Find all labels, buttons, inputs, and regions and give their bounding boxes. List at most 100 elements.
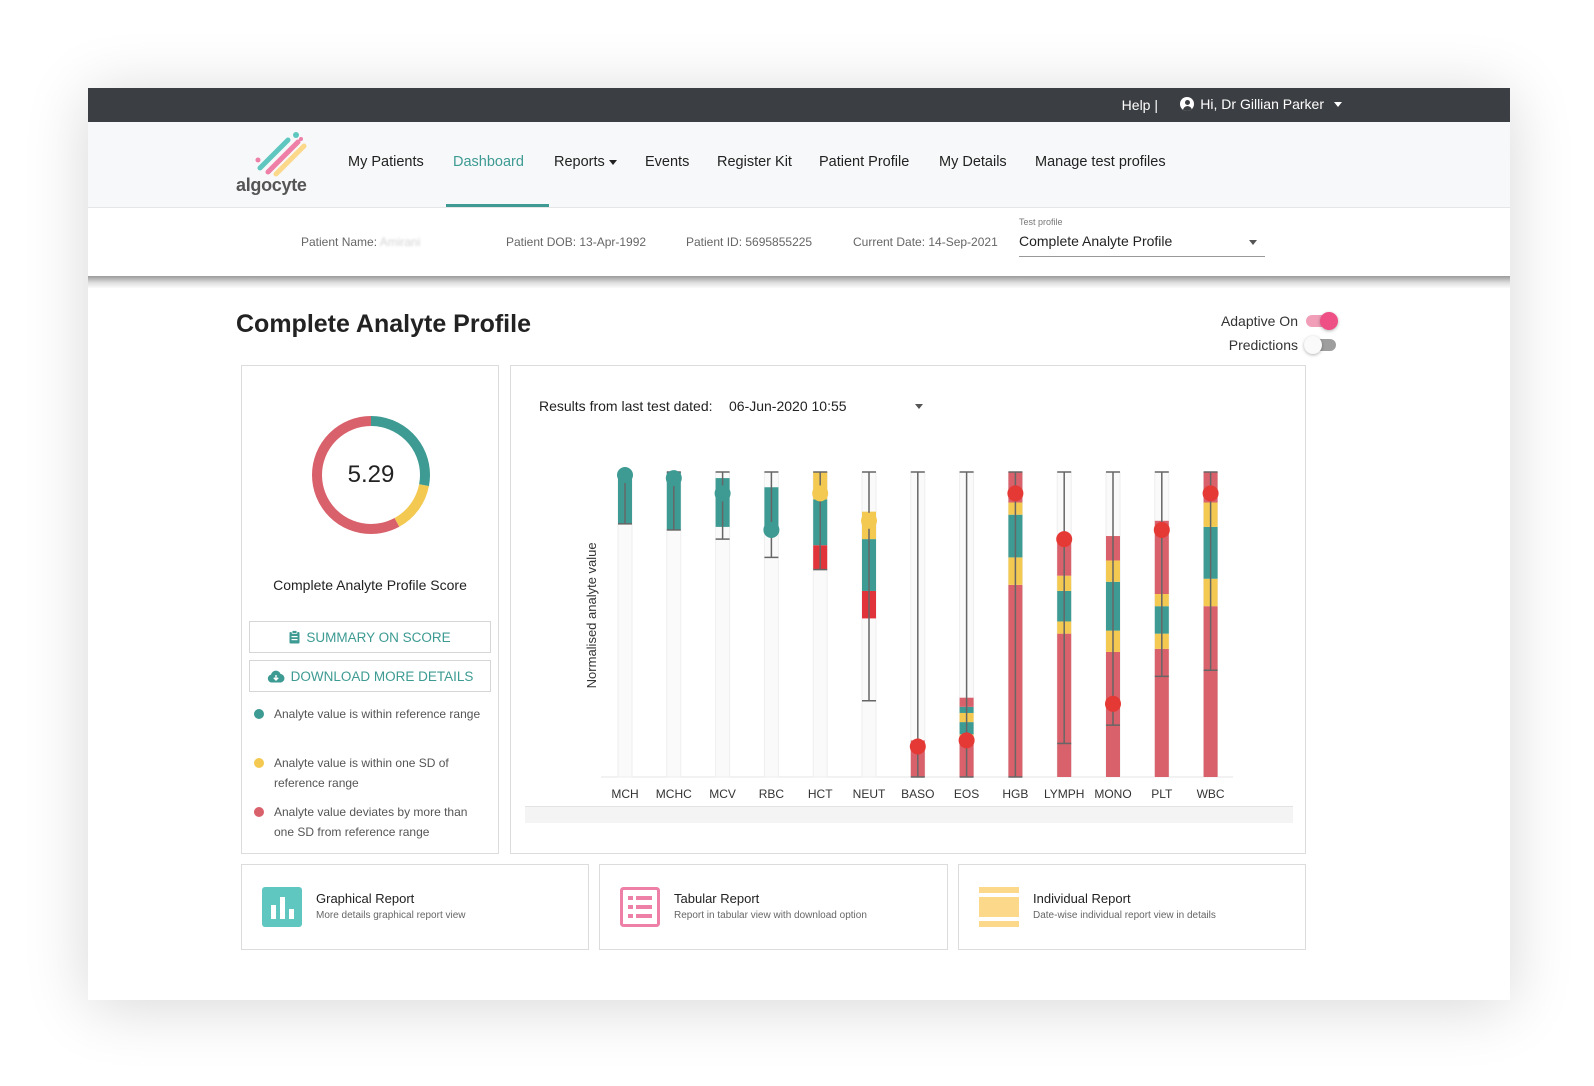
results-label: Results from last test dated: (539, 398, 713, 414)
chevron-down-icon[interactable] (915, 404, 923, 409)
brand-name: algocyte (236, 175, 307, 195)
x-tick-label: PLT (1151, 787, 1173, 801)
nav-events[interactable]: Events (645, 154, 690, 170)
x-tick-label: MONO (1094, 787, 1131, 801)
analyte-neut[interactable] (861, 471, 877, 778)
analyte-mchc[interactable] (665, 470, 682, 778)
analyte-value-marker[interactable] (1153, 521, 1170, 538)
graphical-report-card[interactable]: Graphical Report More details graphical … (241, 864, 589, 950)
patient-id: Patient ID: 5695855225 (686, 235, 813, 249)
analyte-value-marker[interactable] (861, 512, 877, 529)
y-axis-label: Normalised analyte value (584, 542, 599, 688)
test-profile-select[interactable]: Complete Analyte Profile (1019, 230, 1265, 257)
analyte-hct[interactable] (812, 471, 829, 778)
main-nav: algocyte My Patients Dashboard Reports E… (88, 122, 1510, 208)
analyte-value-marker[interactable] (1007, 485, 1024, 502)
analyte-value-marker[interactable] (812, 485, 829, 502)
header-shadow (88, 276, 1510, 288)
x-tick-label: RBC (759, 787, 785, 801)
legend-text: Analyte value is within reference range (274, 707, 481, 721)
analyte-value-marker[interactable] (763, 521, 780, 538)
chart-horizontal-scrollbar[interactable] (525, 806, 1293, 823)
analyte-mcv[interactable] (714, 471, 731, 778)
algocyte-logo[interactable]: algocyte (236, 130, 316, 200)
user-menu[interactable]: Hi, Dr Gillian Parker (1180, 96, 1342, 112)
tabular-report-card[interactable]: Tabular Report Report in tabular view wi… (599, 864, 948, 950)
individual-report-card[interactable]: Individual Report Date-wise individual r… (958, 864, 1306, 950)
adaptive-toggle[interactable] (1304, 312, 1338, 330)
analyte-rbc[interactable] (763, 471, 780, 778)
top-bar: Help | Hi, Dr Gillian Parker (88, 88, 1510, 122)
results-chart-card: Results from last test dated: 06-Jun-202… (510, 365, 1306, 854)
download-details-button[interactable]: DOWNLOAD MORE DETAILS (249, 660, 491, 692)
legend-within-one-sd: Analyte value is within one SD of refere… (254, 753, 486, 793)
test-profile-value: Complete Analyte Profile (1019, 233, 1173, 249)
predictions-toggle-row: Predictions (1229, 336, 1338, 354)
summary-button-label: SUMMARY ON SCORE (306, 629, 451, 645)
predictions-toggle[interactable] (1304, 336, 1338, 354)
score-label: Complete Analyte Profile Score (273, 577, 467, 593)
analyte-value-marker[interactable] (1105, 695, 1121, 712)
analyte-mch[interactable] (617, 467, 633, 778)
analyte-value-marker[interactable] (1202, 485, 1219, 502)
patient-name-value: Amirani (379, 235, 421, 249)
chevron-down-icon (1334, 101, 1342, 107)
score-card: 5.29 Complete Analyte Profile Score SUMM… (241, 365, 499, 854)
x-tick-label: HCT (808, 787, 833, 801)
analyte-value-marker[interactable] (958, 732, 975, 749)
analyte-wbc[interactable] (1202, 471, 1219, 778)
report-subtitle: More details graphical report view (316, 910, 466, 921)
x-tick-label: LYMPH (1044, 787, 1084, 801)
nav-dashboard[interactable]: Dashboard (453, 154, 524, 170)
chevron-down-icon (1249, 240, 1257, 245)
analyte-value-marker[interactable] (909, 738, 926, 755)
app-window: Help | Hi, Dr Gillian Parker algocyte My… (88, 88, 1510, 1000)
predictions-knob (1304, 336, 1322, 354)
analyte-value-marker[interactable] (1056, 531, 1073, 548)
analyte-value-marker[interactable] (665, 470, 682, 487)
download-button-label: DOWNLOAD MORE DETAILS (290, 668, 474, 684)
test-profile-label: Test profile (1019, 217, 1063, 227)
analyte-lymph[interactable] (1056, 471, 1073, 778)
patient-dob: Patient DOB: 13-Apr-1992 (506, 235, 647, 249)
cloud-download-icon (267, 670, 285, 682)
current-date: Current Date: 14-Sep-2021 (853, 235, 998, 249)
report-title: Tabular Report (674, 891, 760, 906)
green-dot-icon (254, 709, 264, 719)
user-circle-icon (1180, 97, 1195, 111)
report-subtitle: Date-wise individual report view in deta… (1033, 910, 1216, 921)
help-link[interactable]: Help | (1121, 97, 1158, 113)
summary-on-score-button[interactable]: SUMMARY ON SCORE (249, 621, 491, 653)
nav-my-patients[interactable]: My Patients (348, 154, 424, 170)
analyte-baso[interactable] (909, 471, 926, 778)
logo-mark-icon (255, 132, 307, 177)
analyte-range-segment (1203, 606, 1218, 777)
report-title: Graphical Report (316, 891, 415, 906)
score-donut (312, 416, 430, 534)
analyte-mono[interactable] (1105, 471, 1121, 778)
analyte-hgb[interactable] (1007, 471, 1024, 778)
active-tab-indicator (446, 204, 549, 207)
nav-reports[interactable]: Reports (554, 154, 617, 170)
nav-patient-profile[interactable]: Patient Profile (819, 154, 910, 170)
analyte-value-marker[interactable] (714, 485, 731, 502)
yellow-dot-icon (254, 758, 264, 768)
x-tick-label: MCH (611, 787, 638, 801)
user-greeting: Hi, Dr Gillian Parker (1200, 96, 1324, 112)
nav-register-kit[interactable]: Register Kit (717, 154, 792, 170)
score-value: 5.29 (347, 461, 395, 488)
nav-my-details[interactable]: My Details (939, 154, 1007, 170)
analyte-chart: Normalised analyte value MCH MCHC MCV RBC HCT… (584, 467, 1233, 801)
x-tick-label: EOS (954, 787, 979, 801)
legend-deviates: Analyte value deviates by more than one … (254, 802, 486, 842)
bar-chart-icon (262, 887, 302, 927)
analyte-eos[interactable] (958, 471, 975, 778)
donut-segment-red (312, 416, 430, 534)
x-tick-label: MCHC (656, 787, 692, 801)
analyte-value-marker[interactable] (617, 467, 633, 484)
nav-manage-test-profiles[interactable]: Manage test profiles (1035, 154, 1166, 170)
results-date-select[interactable]: 06-Jun-2020 10:55 (729, 398, 847, 414)
report-title: Individual Report (1033, 891, 1131, 906)
analyte-plt[interactable] (1153, 471, 1170, 778)
x-tick-label: NEUT (853, 787, 886, 801)
